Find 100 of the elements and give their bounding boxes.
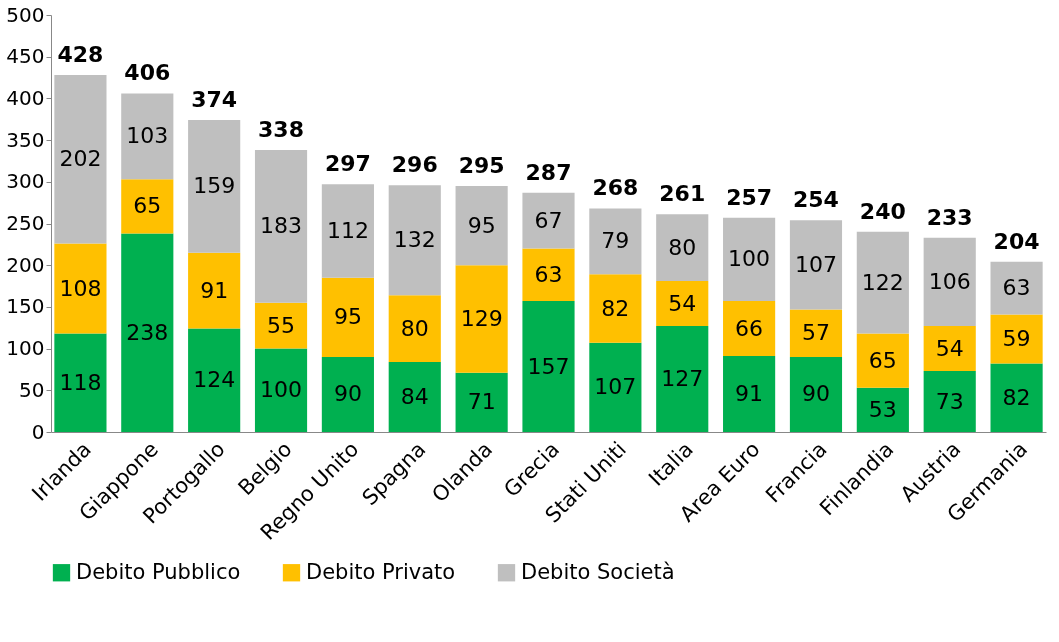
bar bbox=[589, 342, 642, 432]
data-label: 90 bbox=[333, 381, 362, 407]
bar bbox=[254, 302, 308, 349]
bar bbox=[723, 356, 776, 432]
data-label: 84 bbox=[400, 383, 429, 409]
bar bbox=[455, 372, 508, 432]
data-label: 118 bbox=[59, 369, 102, 395]
bar bbox=[388, 185, 441, 296]
total-label: 287 bbox=[525, 159, 572, 185]
data-label: 107 bbox=[594, 374, 637, 400]
data-label: 66 bbox=[735, 315, 764, 341]
data-label: 108 bbox=[59, 275, 102, 301]
data-label: 157 bbox=[527, 353, 570, 379]
total-label: 295 bbox=[458, 152, 505, 178]
data-label: 57 bbox=[801, 320, 830, 346]
total-label: 296 bbox=[391, 152, 438, 178]
bar bbox=[188, 328, 241, 432]
legend-label: Debito Privato bbox=[306, 559, 456, 584]
bar bbox=[856, 333, 909, 388]
bar bbox=[121, 179, 174, 234]
data-label: 90 bbox=[801, 381, 830, 407]
data-label: 80 bbox=[668, 234, 697, 260]
bar bbox=[321, 277, 374, 357]
y-tick-label: 0 bbox=[31, 419, 45, 444]
bar bbox=[321, 184, 374, 278]
y-tick-label: 450 bbox=[6, 44, 45, 69]
data-label: 124 bbox=[193, 367, 236, 393]
data-label: 132 bbox=[393, 227, 436, 253]
data-label: 159 bbox=[193, 173, 236, 199]
data-label: 53 bbox=[868, 396, 897, 422]
bar bbox=[856, 231, 909, 334]
bar bbox=[254, 348, 308, 432]
data-label: 79 bbox=[601, 228, 630, 254]
bar bbox=[789, 220, 843, 310]
data-label: 54 bbox=[935, 335, 964, 361]
data-label: 82 bbox=[1002, 384, 1031, 410]
y-tick-label: 300 bbox=[6, 169, 45, 194]
y-tick-label: 400 bbox=[6, 85, 45, 110]
total-label: 233 bbox=[926, 204, 973, 230]
bar bbox=[388, 361, 441, 432]
data-label: 59 bbox=[1002, 326, 1031, 352]
bar bbox=[990, 363, 1043, 432]
data-label: 112 bbox=[326, 218, 369, 244]
data-label: 129 bbox=[460, 305, 503, 331]
total-label: 254 bbox=[793, 187, 839, 213]
bar bbox=[522, 248, 575, 302]
bar bbox=[121, 233, 174, 432]
bar bbox=[589, 274, 642, 343]
data-label: 67 bbox=[534, 207, 563, 233]
data-label: 73 bbox=[935, 388, 964, 414]
y-tick-label: 500 bbox=[6, 2, 45, 27]
bar bbox=[388, 295, 441, 362]
bar bbox=[789, 309, 843, 357]
total-label: 406 bbox=[124, 60, 171, 86]
y-tick-label: 350 bbox=[6, 127, 45, 152]
bar bbox=[856, 387, 909, 432]
y-tick-label: 200 bbox=[6, 252, 45, 277]
bar bbox=[656, 326, 709, 432]
bar bbox=[522, 301, 575, 432]
data-label: 107 bbox=[794, 251, 837, 277]
data-label: 100 bbox=[728, 246, 771, 272]
data-label: 238 bbox=[126, 319, 169, 345]
total-label: 204 bbox=[993, 228, 1040, 254]
bar bbox=[990, 261, 1043, 315]
data-label: 63 bbox=[1002, 275, 1031, 301]
total-label: 257 bbox=[726, 184, 773, 210]
data-label: 127 bbox=[661, 366, 704, 392]
bar bbox=[522, 192, 575, 249]
data-label: 122 bbox=[861, 269, 904, 295]
bar bbox=[54, 243, 107, 334]
total-label: 428 bbox=[57, 42, 104, 68]
data-label: 91 bbox=[200, 277, 229, 303]
bar bbox=[656, 281, 709, 327]
y-tick-label: 50 bbox=[19, 377, 45, 402]
bar bbox=[589, 208, 642, 275]
data-label: 95 bbox=[333, 304, 362, 330]
total-label: 297 bbox=[324, 151, 371, 177]
bar bbox=[321, 356, 374, 432]
data-label: 63 bbox=[534, 261, 563, 287]
data-label: 80 bbox=[400, 315, 429, 341]
bar bbox=[455, 265, 508, 373]
data-label: 54 bbox=[668, 290, 697, 316]
data-label: 106 bbox=[928, 268, 971, 294]
bar bbox=[923, 326, 976, 372]
data-label: 183 bbox=[260, 213, 303, 239]
bar bbox=[656, 214, 709, 282]
bar bbox=[923, 237, 976, 327]
data-label: 82 bbox=[601, 295, 630, 321]
bar bbox=[789, 356, 843, 432]
bar bbox=[990, 314, 1043, 364]
total-label: 240 bbox=[859, 198, 906, 224]
y-tick-label: 100 bbox=[6, 336, 45, 361]
data-label: 202 bbox=[59, 146, 102, 172]
legend-label: Debito Pubblico bbox=[76, 559, 241, 584]
y-tick-label: 150 bbox=[6, 294, 45, 319]
data-label: 65 bbox=[133, 193, 162, 219]
bar bbox=[54, 333, 107, 432]
total-label: 374 bbox=[191, 87, 238, 113]
data-label: 65 bbox=[868, 347, 897, 373]
bar bbox=[723, 217, 776, 302]
